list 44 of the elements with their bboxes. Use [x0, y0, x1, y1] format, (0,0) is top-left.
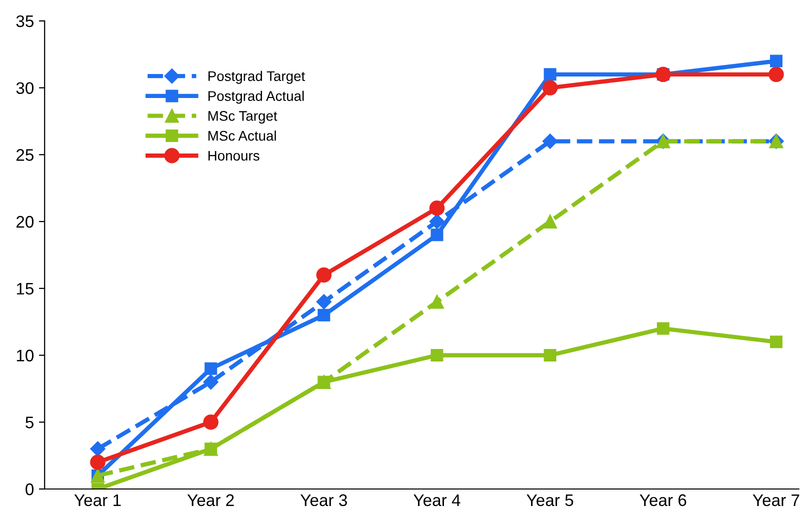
- legend-label: Honours: [208, 150, 260, 161]
- point: [316, 267, 332, 283]
- point: [204, 362, 218, 375]
- legend-label: MSc Actual: [208, 130, 276, 141]
- x-tick-label: Year 7: [752, 494, 800, 506]
- point: [90, 441, 106, 456]
- point: [429, 214, 445, 230]
- point: [770, 54, 782, 68]
- x-tick-label: Year 2: [187, 494, 234, 506]
- point: [429, 200, 445, 216]
- point: [656, 322, 670, 335]
- point: [544, 349, 556, 362]
- point: [543, 214, 558, 228]
- point: [542, 80, 558, 96]
- legend-label: Postgrad Target: [208, 70, 306, 84]
- x-tick-label: Year 1: [74, 494, 121, 506]
- point: [203, 414, 218, 430]
- y-tick-label: 0: [26, 483, 34, 496]
- x-tick-label: Year 4: [414, 494, 460, 506]
- y-tick-label: 20: [16, 216, 34, 228]
- point: [318, 376, 330, 388]
- y-tick-label: 10: [16, 350, 34, 362]
- y-tick-label: 30: [16, 82, 34, 94]
- point: [542, 134, 558, 149]
- y-tick-label: 35: [16, 15, 34, 28]
- y-tick-label: 25: [16, 149, 34, 161]
- point: [318, 308, 330, 322]
- point: [316, 294, 332, 310]
- point: [768, 66, 784, 82]
- point: [430, 228, 444, 242]
- point: [204, 442, 218, 456]
- y-tick-label: 5: [26, 416, 34, 428]
- x-tick-label: Year 3: [300, 494, 347, 506]
- y-tick-label: 15: [16, 282, 34, 295]
- point: [544, 68, 556, 81]
- x-tick-label: Year 5: [526, 494, 574, 506]
- legend-label: MSc Target: [208, 111, 278, 124]
- legend-label: Postgrad Actual: [208, 90, 304, 104]
- point: [430, 294, 444, 309]
- x-tick-label: Year 6: [640, 494, 686, 506]
- point: [430, 349, 444, 362]
- point: [90, 454, 106, 470]
- point: [203, 374, 218, 390]
- point: [770, 336, 782, 348]
